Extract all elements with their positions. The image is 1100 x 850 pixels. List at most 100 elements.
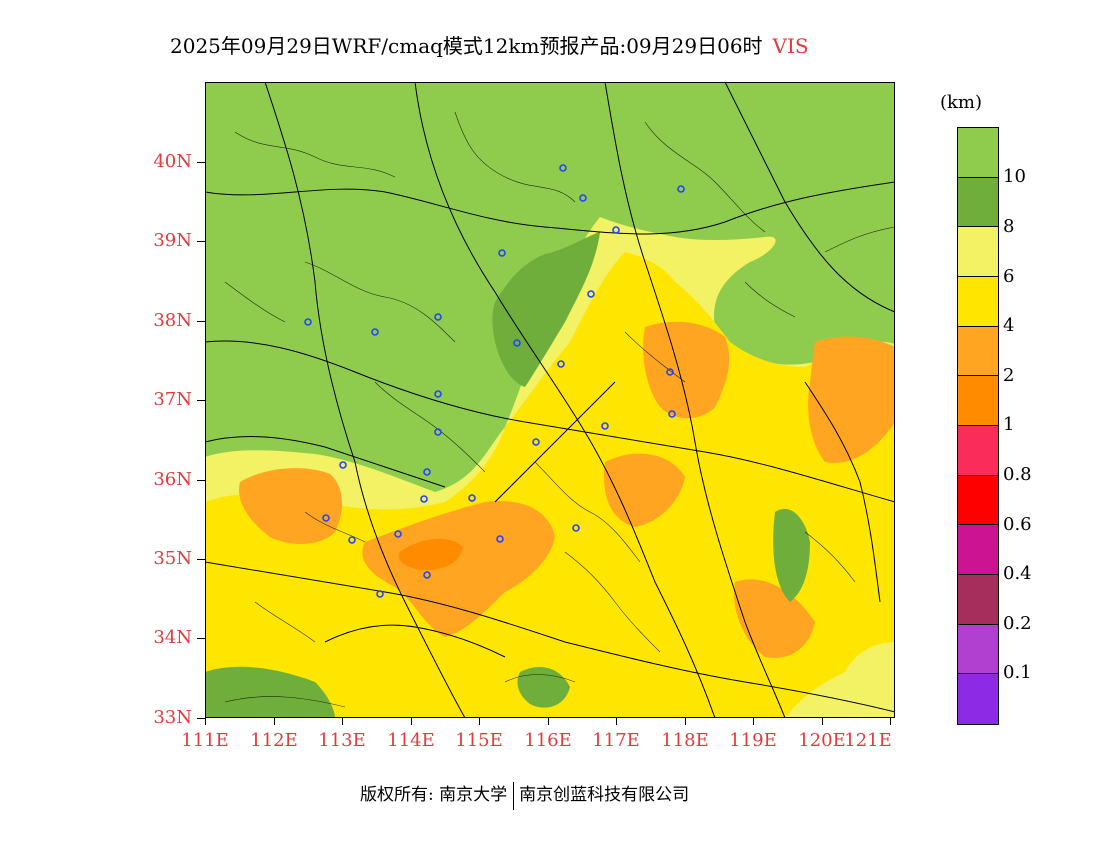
legend-unit: (km) bbox=[940, 92, 983, 113]
legend-label: 0.4 bbox=[1003, 563, 1032, 584]
title-text: 2025年09月29日WRF/cmaq模式12km预报产品:09月29日06时 bbox=[170, 34, 763, 58]
station-marker bbox=[339, 461, 347, 469]
vis-zone-8-10km-south bbox=[517, 667, 570, 708]
station-marker bbox=[348, 536, 356, 544]
lon-label: 119E bbox=[729, 730, 777, 751]
lon-label: 112E bbox=[250, 730, 298, 751]
legend-label: 4 bbox=[1003, 315, 1015, 336]
vis-zone-2-4km-west bbox=[239, 468, 342, 544]
company-text: 南京创蓝科技有限公司 bbox=[519, 785, 690, 805]
color-bar-segment bbox=[958, 227, 998, 277]
color-bar-segment bbox=[958, 326, 998, 377]
vis-zone-8-10km-lowerleft bbox=[205, 666, 335, 718]
station-marker bbox=[513, 339, 521, 347]
lon-label: 121E bbox=[844, 730, 892, 751]
variable-label: VIS bbox=[772, 34, 809, 58]
station-marker bbox=[498, 249, 506, 257]
station-marker bbox=[434, 313, 442, 321]
lat-tick bbox=[197, 162, 205, 163]
vis-zone-2-4km-coast bbox=[808, 336, 895, 463]
color-bar-segment bbox=[958, 624, 998, 675]
vis-zone-2-4km-central bbox=[362, 501, 555, 637]
lon-label: 113E bbox=[318, 730, 366, 751]
station-marker bbox=[579, 194, 587, 202]
vis-zone-2-4km-north bbox=[643, 321, 730, 419]
legend-label: 0.8 bbox=[1003, 464, 1032, 485]
station-marker bbox=[376, 590, 384, 598]
station-marker bbox=[423, 571, 431, 579]
lon-label: 116E bbox=[524, 730, 572, 751]
footer-credits: 版权所有: 南京大学 南京创蓝科技有限公司 bbox=[360, 780, 689, 810]
lat-label: 33N bbox=[153, 707, 192, 728]
station-marker bbox=[668, 410, 676, 418]
visibility-map bbox=[205, 82, 895, 718]
station-marker bbox=[496, 535, 504, 543]
lat-label: 34N bbox=[153, 627, 192, 648]
station-marker bbox=[420, 495, 428, 503]
lon-tick bbox=[822, 718, 823, 725]
station-marker bbox=[394, 530, 402, 538]
map-svg bbox=[205, 82, 895, 718]
station-marker bbox=[612, 226, 620, 234]
lat-label: 38N bbox=[153, 310, 192, 331]
lat-tick bbox=[197, 559, 205, 560]
lat-tick bbox=[197, 638, 205, 639]
lon-label: 115E bbox=[455, 730, 503, 751]
color-bar-segment bbox=[958, 475, 998, 526]
lon-label: 117E bbox=[592, 730, 640, 751]
county-boundaries bbox=[224, 111, 895, 708]
lon-label: 120E bbox=[798, 730, 846, 751]
lon-tick bbox=[548, 718, 549, 725]
province-boundaries bbox=[205, 82, 895, 718]
color-bar bbox=[957, 127, 999, 725]
station-marker bbox=[557, 360, 565, 368]
station-marker bbox=[601, 422, 609, 430]
station-marker bbox=[677, 185, 685, 193]
vis-zone-8-10km-ridge bbox=[492, 232, 600, 387]
lon-tick bbox=[479, 718, 480, 725]
color-bar-segment bbox=[958, 177, 998, 228]
legend-label: 10 bbox=[1003, 166, 1026, 187]
legend-label: 0.6 bbox=[1003, 514, 1032, 535]
lon-label: 111E bbox=[181, 730, 229, 751]
lon-tick bbox=[685, 718, 686, 725]
station-marker bbox=[371, 328, 379, 336]
station-markers bbox=[304, 164, 685, 598]
legend-label: 0.2 bbox=[1003, 613, 1032, 634]
lon-tick bbox=[274, 718, 275, 725]
color-bar-segment bbox=[958, 674, 998, 724]
lat-label: 40N bbox=[153, 151, 192, 172]
color-bar-segment bbox=[958, 425, 998, 476]
lat-tick bbox=[197, 241, 205, 242]
lat-tick bbox=[197, 718, 205, 719]
station-marker bbox=[666, 368, 674, 376]
lat-tick bbox=[197, 480, 205, 481]
station-marker bbox=[559, 164, 567, 172]
vis-zone-2-4km-southeast bbox=[734, 579, 815, 658]
lon-tick bbox=[411, 718, 412, 725]
station-marker bbox=[434, 390, 442, 398]
legend-label: 8 bbox=[1003, 216, 1015, 237]
lon-tick bbox=[890, 718, 891, 725]
station-marker bbox=[572, 524, 580, 532]
lat-label: 35N bbox=[153, 548, 192, 569]
vis-zone-1-2km bbox=[398, 538, 463, 571]
legend-label: 6 bbox=[1003, 266, 1015, 287]
station-marker bbox=[468, 494, 476, 502]
station-marker bbox=[587, 290, 595, 298]
station-marker bbox=[423, 468, 431, 476]
lat-tick bbox=[197, 321, 205, 322]
legend-label: 1 bbox=[1003, 414, 1015, 435]
lat-label: 39N bbox=[153, 230, 192, 251]
lon-tick bbox=[753, 718, 754, 725]
lat-tick bbox=[197, 400, 205, 401]
lat-label: 36N bbox=[153, 469, 192, 490]
copyright-text: 版权所有: 南京大学 bbox=[360, 785, 508, 805]
chart-title: 2025年09月29日WRF/cmaq模式12km预报产品:09月29日06时 V… bbox=[170, 30, 809, 59]
lon-tick bbox=[616, 718, 617, 725]
color-bar-segment bbox=[958, 525, 998, 575]
color-bar-segment bbox=[958, 128, 998, 178]
lon-label: 114E bbox=[387, 730, 435, 751]
color-bar-segment bbox=[958, 276, 998, 327]
lon-label: 118E bbox=[661, 730, 709, 751]
